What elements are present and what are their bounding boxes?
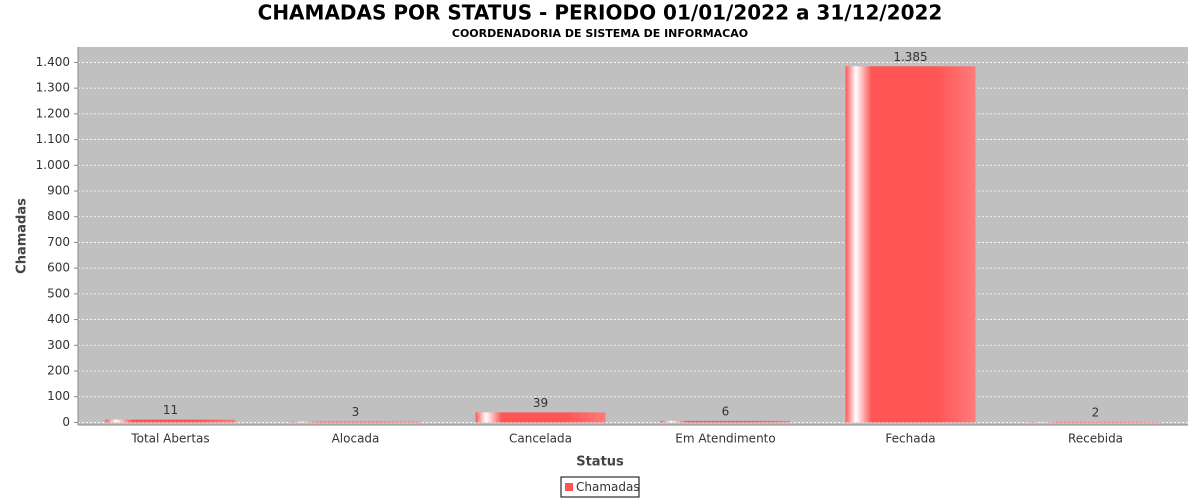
x-tick-label: Cancelada [509, 432, 572, 446]
y-tick-label: 200 [47, 364, 70, 378]
data-label: 3 [352, 405, 360, 419]
y-tick-label: 700 [47, 235, 70, 249]
y-tick-label: 500 [47, 286, 70, 300]
y-tick-label: 600 [47, 261, 70, 275]
legend-box [560, 476, 640, 498]
x-tick-label: Fechada [885, 432, 935, 446]
x-tick-label: Recebida [1068, 432, 1123, 446]
x-axis-label: Status [576, 455, 624, 470]
y-tick-label: 1.300 [36, 81, 70, 95]
y-tick-label: 0 [62, 415, 70, 429]
y-tick-label: 800 [47, 209, 70, 223]
bar [290, 421, 421, 423]
y-tick-label: 100 [47, 389, 70, 403]
y-tick-label: 1.100 [36, 132, 70, 146]
legend-label: Chamadas [576, 480, 640, 494]
y-tick-label: 400 [47, 312, 70, 326]
legend-swatch [565, 483, 573, 491]
y-tick-label: 900 [47, 184, 70, 198]
bar [475, 412, 606, 423]
y-axis-label: Chamadas [15, 198, 30, 274]
bar [1030, 421, 1161, 423]
chart-subtitle: COORDENADORIA DE SISTEMA DE INFORMACAO [452, 27, 748, 40]
data-label: 11 [163, 403, 178, 417]
y-tick-label: 1.000 [36, 158, 70, 172]
chart-title: CHAMADAS POR STATUS - PERIODO 01/01/2022… [258, 1, 943, 25]
plot-area [78, 47, 1188, 425]
data-label: 39 [533, 396, 548, 410]
data-label: 6 [722, 404, 730, 418]
data-label: 2 [1092, 405, 1100, 419]
y-tick-label: 300 [47, 338, 70, 352]
y-tick-label: 1.400 [36, 55, 70, 69]
x-tick-label: Em Atendimento [675, 432, 775, 446]
y-tick-label: 1.200 [36, 106, 70, 120]
data-label: 1.385 [893, 50, 927, 64]
x-tick-label: Alocada [332, 432, 380, 446]
bar [660, 420, 791, 423]
bar [845, 66, 976, 423]
x-tick-label: Total Abertas [130, 432, 209, 446]
bar [105, 419, 236, 423]
